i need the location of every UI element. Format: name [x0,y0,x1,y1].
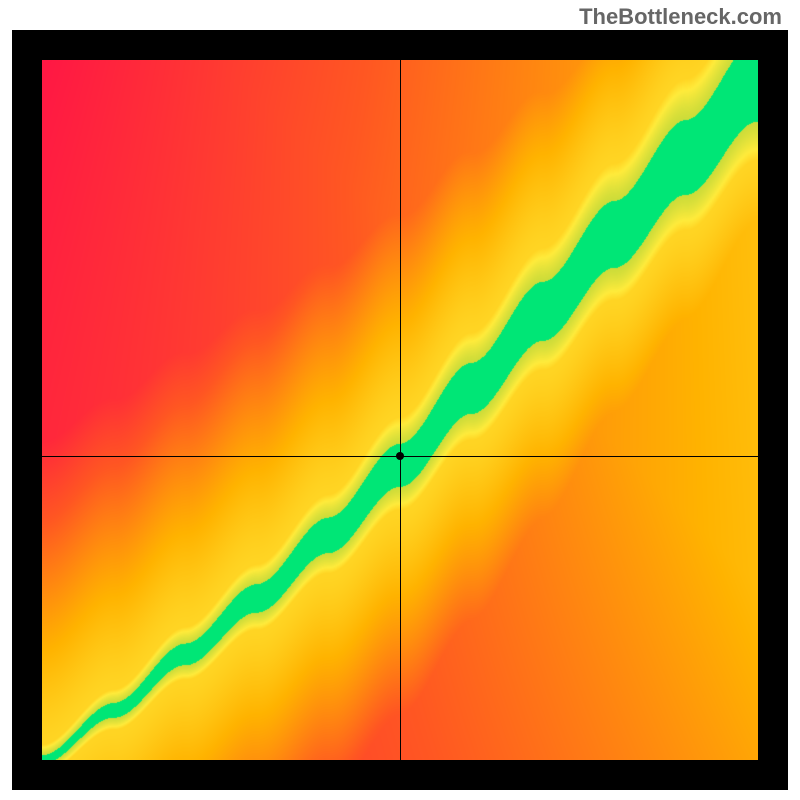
chart-border [12,30,788,790]
crosshair-marker [396,452,404,460]
heatmap-plot [42,60,758,760]
crosshair-vertical [400,60,401,760]
watermark-text: TheBottleneck.com [579,4,782,30]
chart-container: TheBottleneck.com [0,0,800,800]
